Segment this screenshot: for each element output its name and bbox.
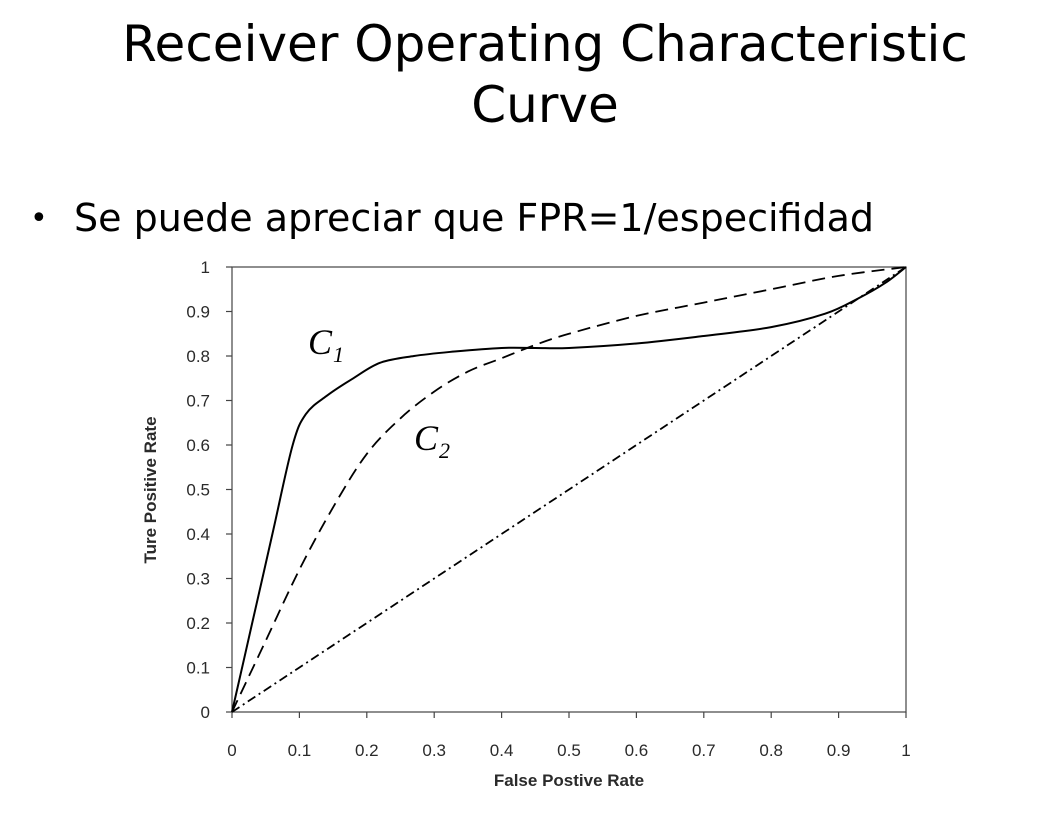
x-tick-label: 0: [227, 741, 236, 760]
series-line-c1: [231, 266, 907, 713]
x-tick-label: 0.6: [625, 741, 649, 760]
x-axis-title: False Postive Rate: [494, 771, 644, 790]
slide-title-line-2: Curve: [471, 76, 619, 134]
curve-label-c2: C2: [414, 418, 450, 463]
y-tick-label: 0.9: [186, 303, 210, 322]
slide-title: Receiver Operating Characteristic Curve: [40, 14, 1050, 136]
curve-label-c1: C1: [308, 322, 344, 367]
x-tick-label: 0.8: [759, 741, 783, 760]
x-tick-label: 0.1: [288, 741, 312, 760]
y-tick-label: 0.3: [186, 570, 210, 589]
y-tick-label: 0.5: [186, 481, 210, 500]
axis-ticks: 0 0.1 0.2 0.3 0.4 0.5 0.6 0.7 0.8 0.9 1 0 0.1 0.2 0.3 0…: [186, 258, 910, 760]
curve-label-c1-sub: 1: [333, 342, 344, 367]
curve-label-c1-main: C: [308, 322, 333, 362]
y-tick-label: 0.4: [186, 525, 210, 544]
series-layer: [231, 266, 907, 713]
bullet-icon: •: [30, 200, 48, 236]
series-line-c2: [231, 266, 907, 713]
x-tick-label: 0.2: [355, 741, 379, 760]
y-axis-title: Ture Positive Rate: [141, 416, 160, 563]
y-tick-label: 1: [201, 258, 210, 277]
series-line-random: [231, 266, 907, 713]
curve-label-c2-sub: 2: [439, 438, 450, 463]
x-tick-label: 0.4: [490, 741, 514, 760]
bullet-item: • Se puede apreciar que FPR=1/especifida…: [30, 188, 874, 248]
bullet-text: Se puede apreciar que FPR=1/especifidad: [74, 196, 875, 240]
y-tick-label: 0: [201, 703, 210, 722]
x-tick-label: 0.3: [422, 741, 446, 760]
y-tick-label: 0.2: [186, 614, 210, 633]
x-tick-label: 1: [901, 741, 910, 760]
x-tick-label: 0.7: [692, 741, 716, 760]
curve-label-c2-main: C: [414, 418, 439, 458]
curve-labels: C1 C2: [308, 322, 450, 463]
x-tick-label: 0.5: [557, 741, 581, 760]
y-tick-label: 0.6: [186, 436, 210, 455]
y-tick-label: 0.8: [186, 347, 210, 366]
y-tick-label: 0.7: [186, 392, 210, 411]
y-tick-label: 0.1: [186, 659, 210, 678]
slide-title-line-1: Receiver Operating Characteristic: [122, 15, 968, 73]
x-tick-label: 0.9: [827, 741, 851, 760]
